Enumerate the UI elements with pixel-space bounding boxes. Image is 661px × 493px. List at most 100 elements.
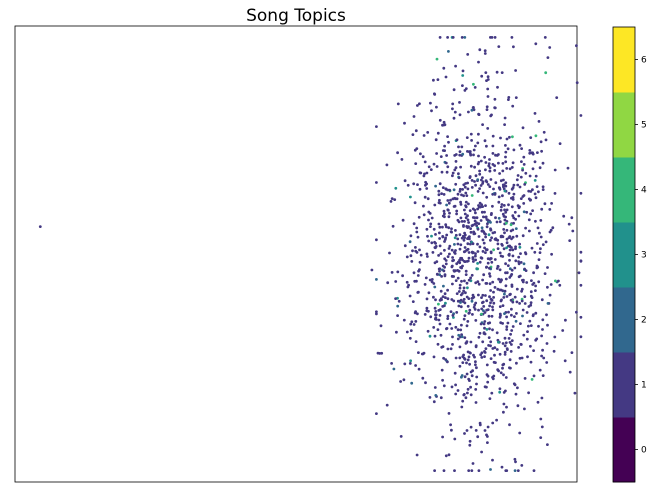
scatter-point — [409, 234, 413, 238]
scatter-point — [411, 249, 414, 253]
scatter-point — [464, 396, 468, 400]
scatter-point — [394, 280, 398, 283]
scatter-point — [470, 194, 474, 197]
scatter-point — [466, 218, 470, 222]
scatter-point — [458, 233, 462, 237]
scatter-point — [414, 129, 418, 133]
scatter-point — [424, 180, 427, 184]
scatter-point — [435, 152, 438, 155]
scatter-point — [503, 218, 507, 222]
scatter-point — [491, 308, 495, 312]
scatter-point — [502, 362, 506, 366]
scatter-point — [508, 293, 512, 297]
scatter-point — [482, 273, 486, 277]
scatter-point — [457, 145, 460, 149]
scatter-point — [579, 283, 583, 287]
scatter-point — [502, 185, 505, 189]
scatter-point — [550, 202, 553, 205]
scatter-point — [486, 441, 489, 444]
scatter-point — [518, 242, 521, 246]
colorbar-tick-label: 6 — [641, 56, 647, 66]
scatter-point — [445, 327, 448, 331]
scatter-point — [519, 175, 523, 179]
scatter-point — [516, 386, 519, 390]
scatter-point — [519, 261, 523, 264]
scatter-point — [435, 272, 439, 276]
scatter-point — [457, 290, 461, 293]
scatter-point — [482, 322, 486, 326]
scatter-point — [562, 214, 566, 218]
scatter-point — [524, 269, 528, 272]
scatter-point — [467, 377, 471, 381]
scatter-point — [427, 239, 431, 243]
scatter-point — [394, 186, 398, 190]
scatter-point — [531, 152, 535, 156]
scatter-point — [503, 289, 507, 293]
scatter-point — [414, 310, 417, 314]
scatter-point — [461, 69, 465, 73]
scatter-point — [433, 93, 437, 96]
scatter-point — [486, 87, 490, 91]
scatter-point — [414, 320, 418, 323]
scatter-point — [430, 278, 434, 281]
scatter-point — [452, 316, 455, 319]
scatter-point — [375, 312, 378, 316]
scatter-point — [429, 168, 433, 172]
scatter-point — [442, 269, 446, 273]
scatter-point — [498, 251, 502, 255]
scatter-point — [499, 235, 503, 239]
scatter-point — [515, 178, 519, 182]
scatter-point — [380, 351, 384, 355]
scatter-point — [465, 136, 469, 140]
scatter-point — [470, 374, 474, 378]
scatter-point — [464, 191, 468, 195]
scatter-point — [517, 214, 521, 218]
scatter-point — [408, 336, 412, 340]
scatter-point — [498, 288, 502, 292]
scatter-point — [440, 275, 443, 278]
scatter-point — [433, 469, 436, 472]
scatter-point — [446, 36, 449, 39]
scatter-point — [433, 334, 437, 338]
scatter-point — [446, 314, 450, 318]
scatter-point — [529, 360, 533, 364]
scatter-point — [504, 262, 507, 266]
scatter-point — [548, 230, 552, 234]
scatter-point — [499, 299, 503, 303]
scatter-point — [429, 315, 433, 319]
scatter-point — [468, 443, 472, 447]
scatter-point — [483, 355, 486, 358]
scatter-point — [468, 362, 471, 366]
scatter-point — [461, 234, 465, 238]
scatter-point — [463, 185, 467, 189]
scatter-point — [425, 227, 429, 231]
scatter-point — [510, 339, 514, 342]
scatter-point — [492, 296, 495, 299]
scatter-point — [517, 260, 520, 263]
scatter-point — [428, 396, 432, 399]
scatter-point — [520, 287, 524, 291]
scatter-point — [531, 283, 535, 286]
scatter-point — [510, 196, 513, 200]
scatter-point — [486, 261, 490, 265]
scatter-point — [498, 187, 502, 191]
scatter-point — [515, 312, 518, 315]
scatter-point — [502, 187, 506, 191]
scatter-point — [457, 260, 460, 264]
scatter-point — [511, 254, 515, 258]
scatter-point — [418, 260, 422, 264]
scatter-point — [497, 216, 501, 220]
scatter-point — [474, 211, 477, 215]
scatter-point — [554, 279, 557, 283]
scatter-point — [529, 344, 532, 348]
scatter-point — [497, 200, 501, 204]
scatter-point — [570, 216, 574, 220]
scatter-point — [458, 286, 462, 290]
scatter-point — [432, 326, 436, 329]
scatter-point — [464, 273, 468, 276]
scatter-point — [451, 102, 455, 106]
scatter-point — [402, 378, 406, 382]
scatter-point — [376, 351, 380, 355]
scatter-point — [517, 262, 521, 266]
scatter-point — [508, 235, 512, 238]
